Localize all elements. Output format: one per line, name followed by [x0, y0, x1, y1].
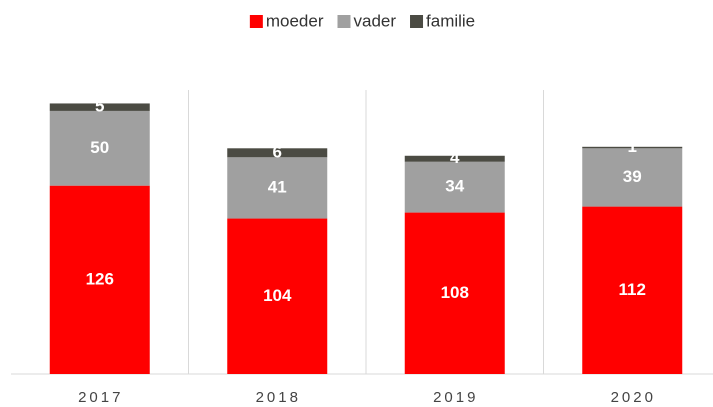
data-label: 50 [90, 138, 109, 157]
bar-segment [404, 161, 505, 213]
bar-segment [582, 146, 683, 149]
legend-swatch [337, 15, 351, 28]
data-label: 126 [86, 269, 114, 288]
bar-segment [404, 155, 505, 162]
data-label: 108 [441, 283, 469, 302]
data-label: 34 [445, 177, 464, 196]
legend-swatch [410, 15, 424, 28]
data-label: 1 [628, 137, 637, 156]
legend-label: vader [353, 11, 396, 30]
x-tick-label: 2018 [256, 389, 301, 406]
bar-segment [582, 148, 683, 207]
bar-segment [227, 148, 328, 158]
x-tick-label: 2017 [78, 389, 123, 406]
bar-segment [582, 206, 683, 374]
legend-label: moeder [266, 11, 324, 30]
legend-swatch [249, 15, 263, 28]
data-label: 5 [95, 97, 104, 116]
bar-segment [227, 157, 328, 219]
bar-segment [404, 212, 505, 374]
data-label: 112 [619, 280, 646, 299]
bar-segment [49, 185, 150, 374]
bar-segment [49, 103, 150, 111]
data-label: 4 [450, 148, 460, 167]
x-tick-label: 2020 [611, 389, 656, 406]
legend-label: familie [426, 11, 475, 30]
data-label: 41 [268, 177, 287, 196]
bar-segment [49, 110, 150, 186]
data-label: 104 [263, 286, 292, 305]
bar-segment [227, 218, 328, 374]
data-label: 39 [623, 167, 642, 186]
data-label: 6 [273, 142, 282, 161]
x-tick-label: 2019 [433, 389, 478, 406]
